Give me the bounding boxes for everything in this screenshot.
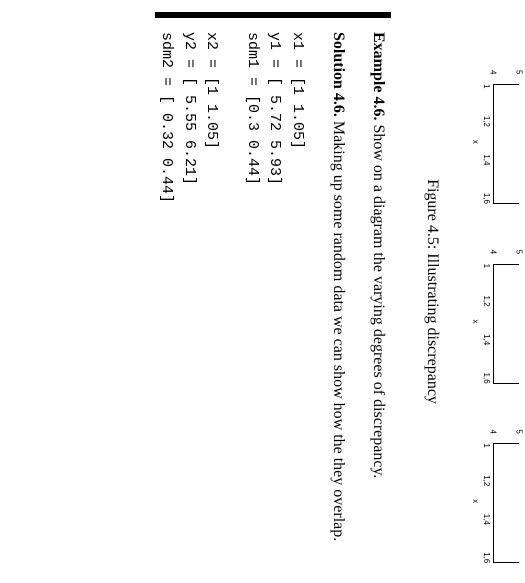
solution-paragraph: Solution 4.6. Making up some random data… — [326, 32, 352, 561]
plot-frame — [493, 443, 519, 563]
code-block: x2 = [1 1.05] y2 = [ 5.55 6.21] sdm2 = [… — [155, 32, 223, 561]
xtick: 1,2 — [482, 475, 491, 486]
code-line: y2 = [ 5.55 6.21] — [181, 32, 198, 185]
xticks: 1 1,2 1,4 1,6 — [482, 84, 491, 204]
content-block: Example 4.6. Show on a diagram the varyi… — [155, 12, 391, 571]
code-block: x1 = [1 1.05] y1 = [ 5.72 5.93] sdm1 = [… — [240, 32, 308, 561]
solution-label: Solution 4.6. — [330, 32, 347, 117]
ytick: 5 — [515, 70, 524, 74]
plot-frame — [493, 264, 519, 384]
example-text: Show on a diagram the varying degrees of… — [370, 124, 387, 478]
ytick: 4 — [489, 429, 498, 433]
ytick: 4 — [489, 70, 498, 74]
plot-panel: 5 4 1 1,2 1,4 1,6 x — [469, 431, 519, 571]
example-paragraph: Example 4.6. Show on a diagram the varyi… — [365, 32, 391, 561]
xlabel: x — [471, 252, 480, 392]
xtick: 1 — [482, 264, 491, 268]
xtick: 1,4 — [482, 514, 491, 525]
plots-row: 5 4 1 1,2 1,4 1,6 x 5 4 1 1,2 1,4 1,6 x — [455, 12, 525, 571]
xtick: 1 — [482, 84, 491, 88]
xtick: 1,4 — [482, 334, 491, 345]
example-label: Example 4.6. — [370, 32, 387, 120]
xticks: 1 1,2 1,4 1,6 — [482, 443, 491, 563]
code-line: sdm1 = [0.3 0.44] — [244, 32, 261, 185]
xtick: 1 — [482, 443, 491, 447]
solution-text: Making up some random data we can show h… — [330, 121, 347, 541]
xtick: 1,6 — [482, 552, 491, 563]
ytick: 5 — [515, 250, 524, 254]
xtick: 1,6 — [482, 193, 491, 204]
xtick: 1,2 — [482, 296, 491, 307]
xtick: 1,2 — [482, 116, 491, 127]
code-line: sdm2 = [ 0.32 0.44] — [158, 32, 175, 203]
plot-frame — [493, 84, 519, 204]
xlabel: x — [471, 72, 480, 212]
ytick: 5 — [515, 429, 524, 433]
ytick: 4 — [489, 250, 498, 254]
plot-panel: 5 4 1 1,2 1,4 1,6 x — [469, 72, 519, 212]
xtick: 1,4 — [482, 154, 491, 165]
xlabel: x — [471, 431, 480, 571]
code-line: y1 = [ 5.72 5.93] — [266, 32, 283, 185]
code-line: x2 = [1 1.05] — [203, 32, 220, 149]
figure-caption: Figure 4.5: Illustrating discrepancy — [423, 12, 441, 571]
xticks: 1 1,2 1,4 1,6 — [482, 264, 491, 384]
xtick: 1,6 — [482, 373, 491, 384]
code-line: x1 = [1 1.05] — [289, 32, 306, 149]
plot-panel: 5 4 1 1,2 1,4 1,6 x — [469, 252, 519, 392]
